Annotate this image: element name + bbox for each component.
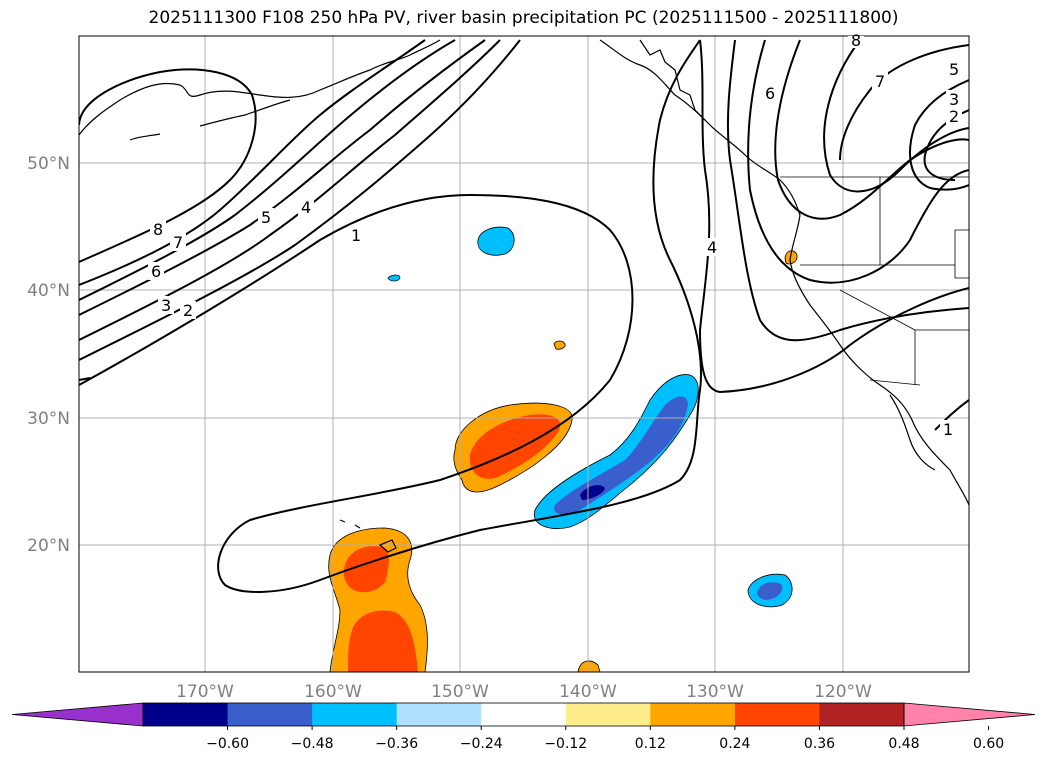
colorbar-tick-label: −0.12 — [544, 736, 587, 752]
contour-label: 5 — [261, 208, 271, 227]
colorbar-segment — [481, 703, 567, 726]
colorbar-segment — [565, 703, 651, 726]
lon-label: 130°W — [686, 682, 744, 702]
lon-label: 150°W — [431, 682, 489, 702]
graticule — [79, 36, 969, 672]
colorbar-extend-low — [11, 702, 144, 727]
contour-label: 8 — [851, 31, 861, 50]
lat-label: 40°N — [27, 281, 70, 301]
contour-label: 3 — [161, 296, 171, 315]
colorbar-tick-label: 0.60 — [973, 736, 1004, 752]
lon-label: 140°W — [559, 682, 617, 702]
contour-label: 4 — [707, 238, 717, 257]
contour-label: 6 — [765, 84, 775, 103]
colorbar-tick-label: 0.24 — [719, 736, 750, 752]
colorbar-segment — [312, 703, 398, 726]
colorbar-tick-label: 0.36 — [804, 736, 835, 752]
colorbar-segment — [143, 703, 229, 726]
lat-label: 50°N — [27, 154, 70, 174]
contour-label: 7 — [875, 72, 885, 91]
contour-label: 4 — [301, 198, 311, 217]
contour-labels: 8 7 6 5 4 3 2 1 1 4 6 7 5 3 2 8 — [148, 31, 962, 439]
contour-label: 1 — [351, 226, 361, 245]
colorbar-tick-label: −0.36 — [375, 736, 418, 752]
contour-label: 7 — [173, 233, 183, 252]
colorbar-segment — [819, 703, 905, 726]
colorbar-tick-label: 0.12 — [635, 736, 666, 752]
colorbar-segment — [734, 703, 820, 726]
colorbar-tick-label: 0.48 — [888, 736, 919, 752]
lon-label: 120°W — [814, 682, 872, 702]
lat-label: 30°N — [27, 409, 70, 429]
colorbar-segment — [396, 703, 482, 726]
colorbar: −0.60 −0.48 −0.36 −0.24 −0.12 0.12 0.24 0.36 0.4… — [11, 702, 1036, 752]
colorbar-tick-label: −0.24 — [460, 736, 503, 752]
contour-label: 5 — [949, 60, 959, 79]
contour-label: 3 — [949, 90, 959, 109]
longitude-labels: 170°W 160°W 150°W 140°W 130°W 120°W — [176, 682, 872, 702]
coastlines — [79, 39, 969, 553]
contour-label: 2 — [183, 301, 193, 320]
precip-fill-positive — [328, 250, 798, 672]
contour-label: 6 — [151, 262, 161, 281]
colorbar-segment — [650, 703, 736, 726]
contour-label: 1 — [943, 420, 953, 439]
lon-label: 160°W — [304, 682, 362, 702]
colorbar-frame — [142, 702, 905, 727]
map-title: 2025111300 F108 250 hPa PV, river basin … — [148, 8, 899, 28]
map-panel — [79, 36, 969, 672]
colorbar-tick-label: −0.60 — [206, 736, 249, 752]
lat-label: 20°N — [27, 536, 70, 556]
contour-label: 8 — [153, 220, 163, 239]
latitude-labels: 50°N 40°N 30°N 20°N — [27, 154, 70, 556]
colorbar-extend-high — [903, 702, 1036, 727]
lon-label: 170°W — [176, 682, 234, 702]
contour-label: 2 — [949, 107, 959, 126]
colorbar-segment — [227, 703, 313, 726]
map-frame — [78, 35, 970, 673]
colorbar-tick-label: −0.48 — [291, 736, 334, 752]
